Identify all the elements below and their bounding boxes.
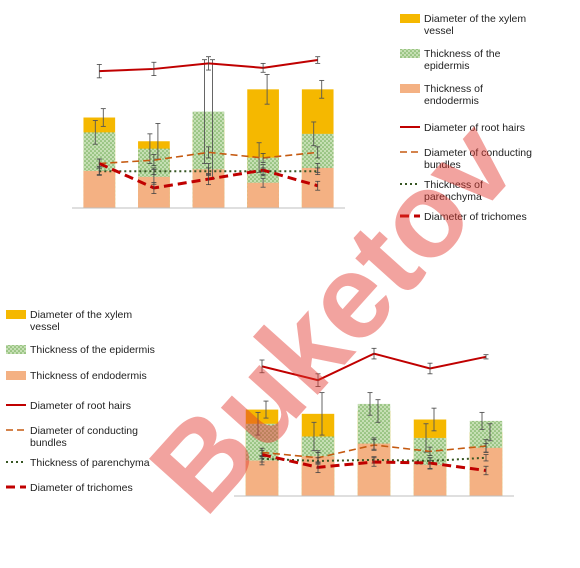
legend-label: Diameter of root hairs <box>424 122 525 134</box>
legend-label: Thickness of parenchyma <box>30 457 150 469</box>
legend-label-line: bundles <box>30 437 67 449</box>
legend-label: Thickness of parenchyma <box>424 179 483 203</box>
legend-label-line: Diameter of root hairs <box>30 400 131 412</box>
legend-label: Thickness of the epidermis <box>30 344 155 356</box>
legend-label-line: Thickness of the <box>424 48 501 60</box>
legend-label: Diameter of conducting bundles <box>424 147 532 171</box>
legend-label-line: Diameter of trichomes <box>30 482 133 494</box>
legend-label-line: vessel <box>30 321 60 333</box>
chart-b: Diameter of the xylem vessel Thickness of … <box>6 309 514 497</box>
bar-endodermis <box>357 443 391 496</box>
bar-endodermis <box>245 460 279 496</box>
legend-label: Diameter of the xylem vessel <box>424 13 526 37</box>
legend-label: Thickness of the epidermis <box>424 48 501 72</box>
legend-label: Thickness of endodermis <box>30 370 147 382</box>
legend-label-line: Diameter of conducting <box>30 425 138 437</box>
legend-label-line: Thickness of endodermis <box>30 370 147 382</box>
legend-label: Diameter of the xylem vessel <box>30 309 132 333</box>
legend-label-line: epidermis <box>424 60 470 72</box>
legend-swatch-endodermis <box>400 84 420 93</box>
legend-swatch-epidermis <box>6 345 26 354</box>
legend-label: Diameter of trichomes <box>424 211 527 223</box>
bar-endodermis <box>83 170 116 208</box>
legend-label: Diameter of root hairs <box>30 400 131 412</box>
legend-swatch-epidermis <box>400 49 420 58</box>
legend-label-line: parenchyma <box>424 191 482 203</box>
bar-endodermis <box>413 464 447 496</box>
legend-label-line: vessel <box>424 25 454 37</box>
legend-label-line: Thickness of <box>424 179 483 191</box>
legend-label-line: endodermis <box>424 95 479 107</box>
line-conducting <box>99 151 318 165</box>
legend: Diameter of the xylem vessel Thickness of … <box>400 13 532 223</box>
legend-swatch-xylem <box>400 14 420 23</box>
legend-swatch-xylem <box>6 310 26 319</box>
legend-label-line: bundles <box>424 159 461 171</box>
line-parenchyma <box>261 456 487 462</box>
legend-label-line: Diameter of the xylem <box>424 13 526 25</box>
legend-label-line: Thickness of parenchyma <box>30 457 150 469</box>
legend-label-line: Thickness of the epidermis <box>30 344 155 356</box>
legend-label-line: Diameter of root hairs <box>424 122 525 134</box>
legend-label: Diameter of trichomes <box>30 482 133 494</box>
legend-label-line: Diameter of conducting <box>424 147 532 159</box>
chart-a: Diameter of the xylem vessel Thickness of … <box>72 13 532 223</box>
legend-label: Diameter of conducting bundles <box>30 425 138 449</box>
legend-swatch-endodermis <box>6 371 26 380</box>
legend: Diameter of the xylem vessel Thickness of … <box>6 309 155 494</box>
legend-label-line: Diameter of trichomes <box>424 211 527 223</box>
legend-label-line: Thickness of <box>424 83 483 95</box>
legend-label-line: Diameter of the xylem <box>30 309 132 321</box>
legend-label: Thickness of endodermis <box>424 83 483 107</box>
